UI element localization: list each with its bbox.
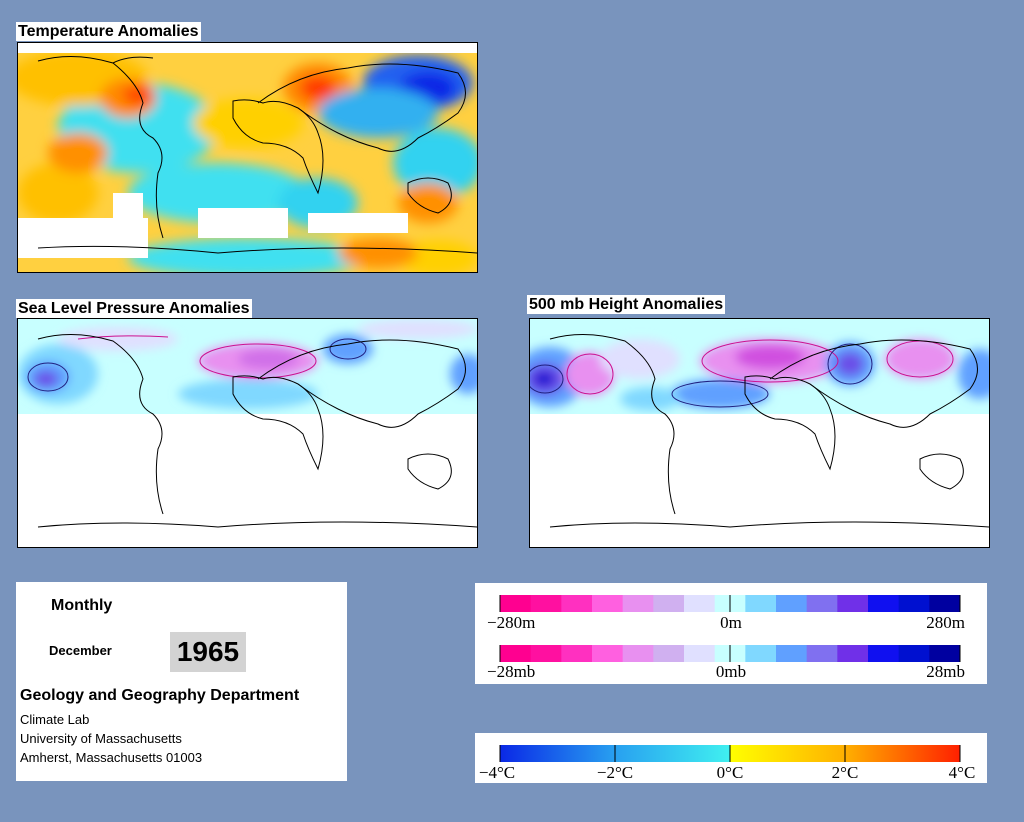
- legend-swatch: [622, 645, 654, 662]
- legend-swatch: [561, 595, 593, 612]
- legend-swatch: [500, 595, 532, 612]
- legend-swatch: [868, 645, 900, 662]
- legend-swatch: [776, 645, 808, 662]
- temp-label-minus4: −4°C: [479, 763, 515, 782]
- 500mb-height-anomaly-map: [529, 318, 990, 548]
- height-label-max: 280m: [926, 613, 965, 632]
- university-name: University of Massachusetts: [20, 731, 182, 746]
- legend-swatch: [929, 595, 961, 612]
- department-name: Geology and Geography Department: [20, 687, 300, 704]
- pressure-label-max: 28mb: [926, 662, 965, 681]
- legend-swatch: [806, 595, 838, 612]
- legend-swatch: [929, 645, 961, 662]
- legend-swatch: [837, 645, 869, 662]
- legend-swatch: [622, 595, 654, 612]
- legend-swatch: [561, 645, 593, 662]
- legend-swatch: [684, 645, 716, 662]
- legend-swatch: [898, 645, 930, 662]
- legend-swatch: [745, 645, 777, 662]
- height-pressure-legend: −280m 0m 280m −28mb 0mb 28mb: [475, 583, 987, 684]
- legend-swatch: [653, 595, 685, 612]
- temp-label-plus4: 4°C: [949, 763, 976, 782]
- legend-swatch: [745, 595, 777, 612]
- legend-swatch: [776, 595, 808, 612]
- temperature-anomaly-map: [17, 42, 478, 273]
- temp-label-plus2: 2°C: [832, 763, 859, 782]
- height-label-zero: 0m: [720, 613, 742, 632]
- temp-label-zero: 0°C: [717, 763, 744, 782]
- legend-swatch: [530, 595, 562, 612]
- legend-swatch: [500, 645, 532, 662]
- year-label: 1965: [170, 632, 246, 672]
- legend-swatch: [592, 595, 624, 612]
- pressure-label-zero: 0mb: [716, 662, 746, 681]
- slp-panel-title: Sea Level Pressure Anomalies: [16, 299, 252, 318]
- legend-swatch: [684, 595, 716, 612]
- pressure-label-min: −28mb: [487, 662, 535, 681]
- legend-swatch: [530, 645, 562, 662]
- frequency-label: Monthly: [51, 597, 113, 614]
- legend-swatch: [868, 595, 900, 612]
- height-label-min: −280m: [487, 613, 535, 632]
- lab-name: Climate Lab: [20, 712, 90, 727]
- height-color-bar: [499, 595, 961, 612]
- temperature-panel-title: Temperature Anomalies: [16, 22, 201, 41]
- pressure-color-bar: [499, 645, 961, 662]
- address: Amherst, Massachusetts 01003: [20, 750, 203, 765]
- info-box: Monthly December 1965 Geology and Geogra…: [16, 582, 347, 781]
- temperature-legend: −4°C −2°C 0°C 2°C 4°C: [475, 733, 987, 783]
- legend-swatch: [806, 645, 838, 662]
- month-label: December: [49, 643, 112, 658]
- temp-label-minus2: −2°C: [597, 763, 633, 782]
- legend-swatch: [592, 645, 624, 662]
- legend-swatch: [653, 645, 685, 662]
- legend-swatch: [837, 595, 869, 612]
- height500-panel-title: 500 mb Height Anomalies: [527, 295, 726, 314]
- sea-level-pressure-anomaly-map: [17, 318, 478, 548]
- legend-swatch: [898, 595, 930, 612]
